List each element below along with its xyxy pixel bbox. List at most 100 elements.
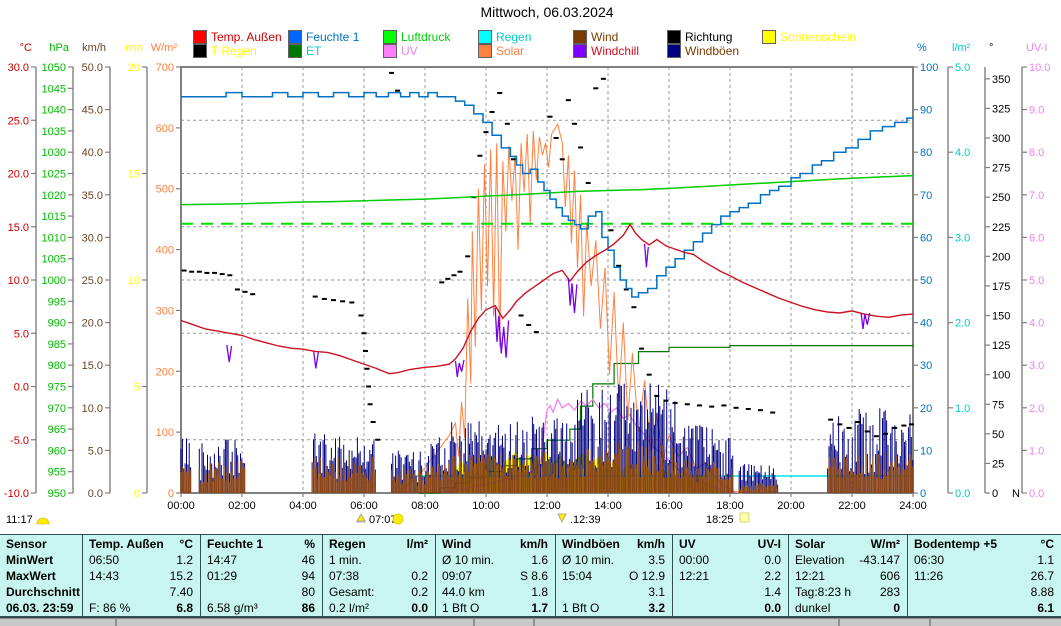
- svg-text:325: 325: [992, 103, 1010, 115]
- svg-text:5.0: 5.0: [88, 445, 103, 457]
- series-richtung: [340, 300, 346, 303]
- cell-text: 06:50: [89, 553, 120, 567]
- cell-value: S 8.6: [519, 569, 548, 583]
- svg-text:100: 100: [156, 427, 174, 439]
- legend-swatch-temp-au-en: [193, 30, 207, 44]
- legend-swatch-sonnenschein: [762, 30, 776, 44]
- svg-text:1.0: 1.0: [1029, 445, 1044, 457]
- svg-text:1040: 1040: [42, 105, 66, 117]
- series-richtung: [358, 314, 364, 317]
- legend-label: Solar: [496, 43, 525, 58]
- series-richtung: [533, 331, 539, 334]
- table-cell: Windböen km/h: [555, 535, 672, 552]
- legend-label: UV: [401, 43, 418, 58]
- svg-text:200: 200: [156, 366, 174, 378]
- series-richtung: [631, 306, 637, 309]
- legend-label: Temp. Außen: [211, 29, 282, 44]
- series-richtung: [855, 421, 861, 423]
- svg-text:10.0: 10.0: [8, 275, 29, 287]
- svg-text:5.0: 5.0: [14, 328, 29, 340]
- table-cell: 0.0: [672, 600, 788, 616]
- svg-text:225: 225: [992, 222, 1010, 234]
- series-richtung: [395, 89, 401, 92]
- svg-text:995: 995: [48, 296, 66, 308]
- legend-item-et: ET: [288, 44, 321, 58]
- legend-label: Richtung: [685, 29, 733, 44]
- svg-text:0: 0: [168, 488, 174, 500]
- solar-noon-icon: [557, 513, 567, 523]
- cell-text: Gesamt:: [329, 585, 375, 599]
- series-richtung: [361, 332, 367, 335]
- series-richtung: [457, 270, 463, 273]
- series-richtung: [908, 423, 914, 426]
- table-cell: Wind km/h: [435, 535, 555, 552]
- legend-swatch-wind: [573, 30, 587, 44]
- svg-text:6.0: 6.0: [1029, 232, 1044, 244]
- svg-text:hPa: hPa: [49, 42, 69, 54]
- table-cell: 1 Bft O 3.2: [555, 600, 672, 616]
- svg-text:70: 70: [920, 190, 932, 202]
- cell-text: Tag:8:23 h: [795, 585, 852, 599]
- cell-text: MinWert: [6, 553, 54, 567]
- svg-text:N: N: [1012, 488, 1020, 500]
- table-cell: Regen l/m²: [322, 535, 435, 552]
- svg-text:50: 50: [920, 275, 932, 287]
- series-richtung: [697, 404, 702, 407]
- svg-text:%: %: [917, 42, 927, 54]
- cell-value: 1.6: [531, 553, 548, 567]
- table-cell: 01:29 94: [200, 568, 322, 584]
- table-cell: 7.40: [82, 584, 200, 600]
- svg-text:15: 15: [128, 169, 140, 181]
- svg-text:600: 600: [156, 123, 174, 135]
- svg-text:1.0: 1.0: [955, 403, 970, 415]
- svg-text:20:00: 20:00: [777, 500, 805, 512]
- cell-text: 11:26: [914, 569, 944, 583]
- table-cell: 3.1: [555, 584, 672, 600]
- series-richtung: [639, 347, 645, 350]
- series-richtung: [189, 270, 195, 273]
- series-richtung: [370, 421, 376, 423]
- svg-text:100: 100: [992, 370, 1010, 382]
- cell-value: 46: [301, 553, 315, 567]
- table-cell: 1.4: [672, 584, 788, 600]
- cell-value: 1.2: [176, 553, 193, 567]
- series-windchill: [226, 344, 233, 363]
- cell-value: 26.7: [1030, 569, 1054, 583]
- table-cell: 06:50 1.2: [82, 552, 200, 568]
- bottom-status-strip: [0, 618, 1061, 626]
- svg-text:60: 60: [920, 232, 932, 244]
- series-richtung: [439, 281, 445, 284]
- table-cell: 6.1: [907, 600, 1061, 616]
- svg-text:10.0: 10.0: [1029, 62, 1050, 74]
- cell-value: km/h: [519, 536, 548, 551]
- cell-text: Bodentemp +5: [914, 536, 998, 551]
- series-richtung: [616, 264, 622, 267]
- svg-text:10: 10: [128, 275, 140, 287]
- series-richtung: [593, 87, 599, 90]
- series-temp-au-en: [180, 223, 914, 375]
- series-richtung: [219, 273, 225, 276]
- svg-text:30: 30: [920, 360, 932, 372]
- svg-text:175: 175: [992, 281, 1010, 293]
- table-cell: 14:47 46: [200, 552, 322, 568]
- sun-icon: [392, 513, 404, 525]
- series-richtung: [873, 435, 879, 438]
- svg-text:20.0: 20.0: [82, 318, 103, 330]
- table-cell: Feuchte 1%: [200, 535, 322, 552]
- series-richtung: [745, 407, 751, 410]
- svg-text:°: °: [989, 42, 993, 54]
- table-row-label: Durchschnitt: [0, 584, 82, 600]
- series-richtung: [451, 274, 457, 277]
- cell-text: MaxWert: [6, 569, 56, 583]
- series-richtung: [770, 411, 776, 414]
- svg-text:980: 980: [48, 360, 66, 372]
- cell-text: 06.03. 23:59: [6, 601, 74, 615]
- strip-separator: [929, 619, 931, 626]
- series-richtung: [388, 71, 394, 74]
- cell-value: 1.4: [764, 585, 781, 599]
- table-cell: Elevation -43.147: [788, 552, 907, 568]
- cell-text: 1 Bft O: [442, 601, 480, 615]
- svg-text:40.0: 40.0: [82, 147, 103, 159]
- series-richtung: [733, 406, 739, 409]
- cell-text: Windböen: [562, 536, 620, 551]
